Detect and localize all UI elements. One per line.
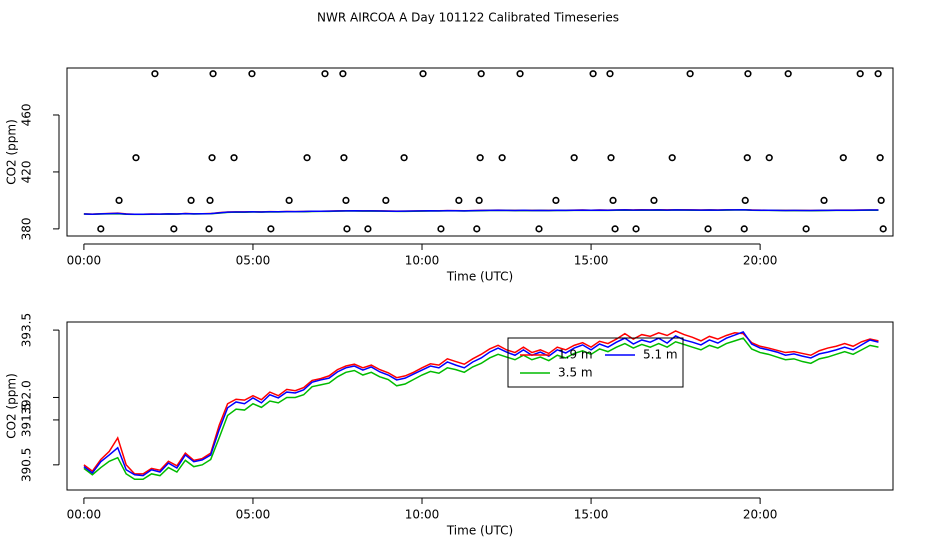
data-point	[473, 225, 481, 233]
plot-frame	[66, 321, 894, 491]
data-point	[611, 225, 619, 233]
data-point	[170, 225, 178, 233]
data-point	[187, 196, 195, 205]
data-point	[632, 225, 640, 233]
data-point	[839, 154, 847, 162]
data-point	[606, 70, 614, 78]
legend-label: 1.9 m	[558, 348, 593, 362]
x-tick-label: 20:00	[743, 254, 778, 268]
data-point	[248, 70, 256, 78]
data-point	[740, 225, 748, 233]
y-tick-label: 392.0	[20, 380, 34, 414]
x-tick-label: 15:00	[574, 508, 609, 522]
data-point	[877, 196, 885, 205]
x-tick-label: 05:00	[236, 254, 271, 268]
plot-frame	[66, 67, 894, 237]
y-tick-label: 391.5	[20, 403, 34, 437]
legend-label: 3.5 m	[558, 366, 593, 380]
data-point	[230, 154, 238, 162]
x-tick-label: 10:00	[405, 508, 440, 522]
series-line	[83, 330, 879, 477]
data-point	[97, 225, 105, 233]
data-point	[744, 70, 752, 78]
data-point	[151, 70, 159, 78]
data-point	[741, 196, 749, 205]
data-point	[765, 154, 773, 162]
data-point	[364, 225, 372, 233]
data-point	[205, 225, 213, 233]
data-point	[340, 154, 348, 162]
data-point	[477, 70, 485, 78]
data-point	[342, 196, 350, 205]
x-tick-label: 15:00	[574, 254, 609, 268]
data-point	[339, 70, 347, 78]
data-point	[455, 196, 463, 205]
data-point	[589, 70, 597, 78]
data-point	[209, 70, 217, 78]
x-axis-title: Time (UTC)	[446, 524, 513, 538]
legend-label: 5.1 m	[643, 348, 678, 362]
y-tick-label: 460	[20, 104, 34, 127]
data-point	[874, 70, 882, 78]
x-tick-label: 05:00	[236, 508, 271, 522]
data-point	[303, 154, 311, 162]
data-point	[535, 225, 543, 233]
x-axis-title: Time (UTC)	[446, 270, 513, 284]
data-point	[343, 225, 351, 233]
data-point	[802, 225, 810, 233]
data-point	[206, 196, 214, 205]
y-axis-title: CO2 (ppm)	[5, 119, 19, 185]
data-point	[743, 154, 751, 162]
x-tick-label: 00:00	[67, 254, 102, 268]
legend-box	[507, 337, 684, 388]
x-tick-label: 10:00	[405, 254, 440, 268]
data-point	[208, 154, 216, 162]
data-point	[686, 70, 694, 78]
data-point	[382, 196, 390, 205]
series-line	[83, 208, 879, 216]
data-point	[267, 225, 275, 233]
data-point	[650, 196, 658, 205]
data-point	[516, 70, 524, 78]
data-point	[476, 154, 484, 162]
x-tick-label: 00:00	[67, 508, 102, 522]
data-point	[475, 196, 483, 205]
data-point	[321, 70, 329, 78]
data-point	[704, 225, 712, 233]
data-point	[400, 154, 408, 162]
data-point	[498, 154, 506, 162]
x-tick-label: 20:00	[743, 508, 778, 522]
data-point	[285, 196, 293, 205]
y-tick-label: 390.5	[20, 448, 34, 482]
y-tick-label: 393.5	[20, 313, 34, 347]
data-point	[552, 196, 560, 205]
data-point	[437, 225, 445, 233]
data-point	[132, 154, 140, 162]
y-tick-label: 420	[20, 160, 34, 183]
y-tick-label: 380	[20, 217, 34, 240]
data-point	[856, 70, 864, 78]
y-axis-title: CO2 (ppm)	[5, 373, 19, 439]
page-title: NWR AIRCOA A Day 101122 Calibrated Times…	[317, 11, 619, 25]
data-point	[879, 225, 887, 233]
data-point	[607, 154, 615, 162]
data-point	[609, 196, 617, 205]
data-point	[115, 196, 123, 205]
data-point	[876, 154, 884, 162]
data-point	[570, 154, 578, 162]
data-point	[820, 196, 828, 205]
series-line	[83, 337, 879, 480]
data-point	[784, 70, 792, 78]
data-point	[419, 70, 427, 78]
data-point	[668, 154, 676, 162]
